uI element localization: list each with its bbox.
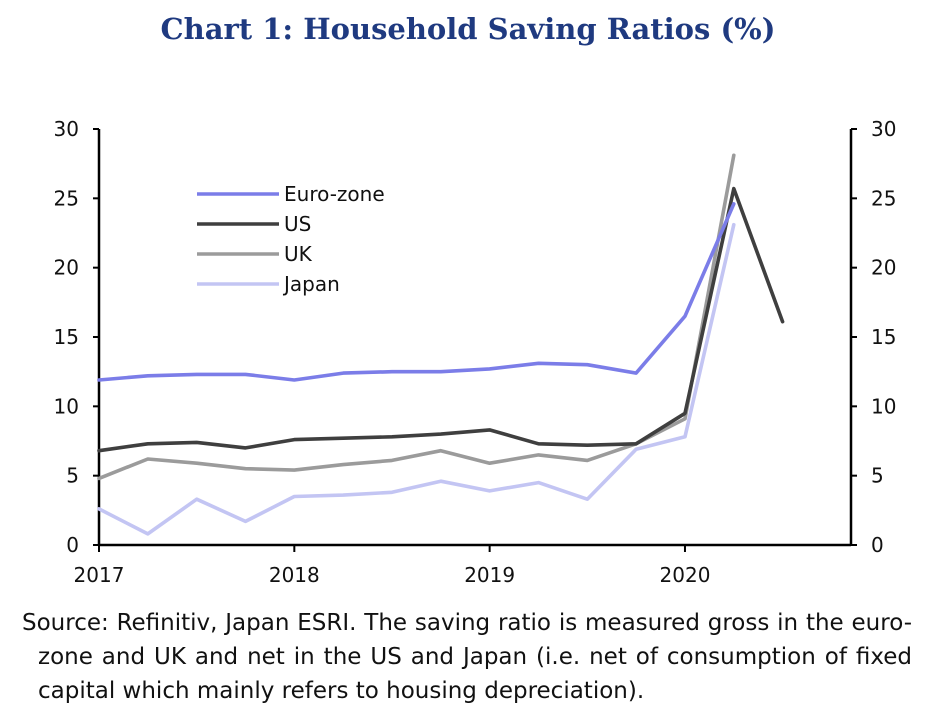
x-tick-label: 2020 xyxy=(660,563,711,587)
chart-title: Chart 1: Household Saving Ratios (%) xyxy=(160,12,776,46)
y-tick-label-left: 0 xyxy=(66,533,79,557)
x-tick-label: 2019 xyxy=(464,563,515,587)
y-tick-label-right: 20 xyxy=(871,256,896,280)
y-tick-label-left: 30 xyxy=(54,117,79,141)
y-tick-label-left: 25 xyxy=(54,186,79,210)
x-tick-label: 2017 xyxy=(74,563,125,587)
y-tick-label-right: 0 xyxy=(871,533,884,557)
y-tick-label-left: 15 xyxy=(54,325,79,349)
legend-label-japan: Japan xyxy=(282,272,340,296)
series-line-euro-zone xyxy=(97,202,736,382)
y-tick-label-left: 10 xyxy=(54,394,79,418)
y-tick-label-right: 15 xyxy=(871,325,896,349)
source-note: Source: Refinitiv, Japan ESRI. The savin… xyxy=(22,610,912,704)
legend-label-euro-zone: Euro-zone xyxy=(284,182,385,206)
legend-label-us: US xyxy=(284,212,311,236)
series-line-us xyxy=(97,186,785,453)
y-tick-label-right: 30 xyxy=(871,117,896,141)
series-line-japan xyxy=(97,222,736,536)
y-tick-label-right: 10 xyxy=(871,394,896,418)
y-tick-label-right: 5 xyxy=(871,464,884,488)
y-tick-label-left: 5 xyxy=(66,464,79,488)
y-tick-label-left: 20 xyxy=(54,256,79,280)
series-line-uk xyxy=(97,153,736,481)
legend-label-uk: UK xyxy=(284,242,313,266)
x-tick-label: 2018 xyxy=(269,563,320,587)
y-tick-label-right: 25 xyxy=(871,186,896,210)
